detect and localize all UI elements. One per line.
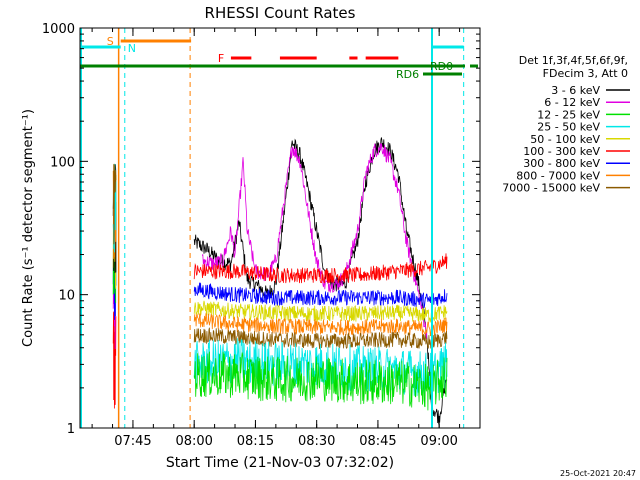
legend-entry-label: 800 - 7000 keV xyxy=(516,169,600,182)
plot-area: N S F RD0 RD6 xyxy=(80,28,478,428)
y-tick-label: 1 xyxy=(67,422,75,437)
series-line xyxy=(193,300,448,324)
legend-entry-label: 3 - 6 keV xyxy=(551,84,600,97)
x-tick-label: 08:00 xyxy=(175,434,212,449)
legend-entry-label: 7000 - 15000 keV xyxy=(502,182,600,195)
series-line xyxy=(202,142,428,340)
legend-entry-label: 100 - 300 keV xyxy=(523,145,600,158)
x-tick-label: 08:15 xyxy=(237,434,274,449)
y-tick-label: 1000 xyxy=(42,22,75,37)
chart-title: RHESSI Count Rates xyxy=(205,4,356,22)
date-stamp: 25-Oct-2021 20:47 xyxy=(560,469,636,478)
y-tick-label: 10 xyxy=(58,289,75,304)
y-axis: 1 10 100 1000 xyxy=(42,22,480,437)
legend-header: Det 1f,3f,4f,5f,6f,9f, xyxy=(519,54,628,67)
x-axis-label: Start Time (21-Nov-03 07:32:02) xyxy=(166,455,394,471)
legend-entry-label: 300 - 800 keV xyxy=(523,157,600,170)
y-axis-label: Count Rate (s⁻¹ detector segment⁻¹) xyxy=(21,109,36,347)
x-axis: 07:45 08:00 08:15 08:30 08:45 09:00 xyxy=(91,28,461,449)
legend-header: FDecim 3, Att 0 xyxy=(543,67,628,80)
series-line xyxy=(193,282,448,309)
legend-entry-label: 25 - 50 keV xyxy=(537,121,600,134)
rd0-label: RD0 xyxy=(430,60,453,73)
series-line xyxy=(193,351,448,411)
rd6-label: RD6 xyxy=(396,68,419,81)
plot-frame xyxy=(79,27,481,429)
series-line xyxy=(193,137,448,425)
night-label: N xyxy=(128,42,136,55)
x-tick-label: 07:45 xyxy=(114,434,151,449)
series-line xyxy=(193,313,448,337)
legend: Det 1f,3f,4f,5f,6f,9f,FDecim 3, Att 0 3 -… xyxy=(502,54,630,195)
legend-entry-label: 50 - 100 keV xyxy=(530,133,600,146)
flare-label: F xyxy=(218,52,224,65)
series-line xyxy=(112,164,117,245)
series-line xyxy=(193,327,448,349)
series-line xyxy=(193,253,448,284)
x-tick-label: 08:45 xyxy=(359,434,396,449)
legend-entry-label: 12 - 25 keV xyxy=(537,108,600,121)
legend-entry-label: 6 - 12 keV xyxy=(544,96,600,109)
series-line xyxy=(193,338,448,396)
x-tick-label: 08:30 xyxy=(298,434,335,449)
x-tick-label: 09:00 xyxy=(420,434,457,449)
saa-label: S xyxy=(107,35,114,48)
y-tick-label: 100 xyxy=(50,155,75,170)
